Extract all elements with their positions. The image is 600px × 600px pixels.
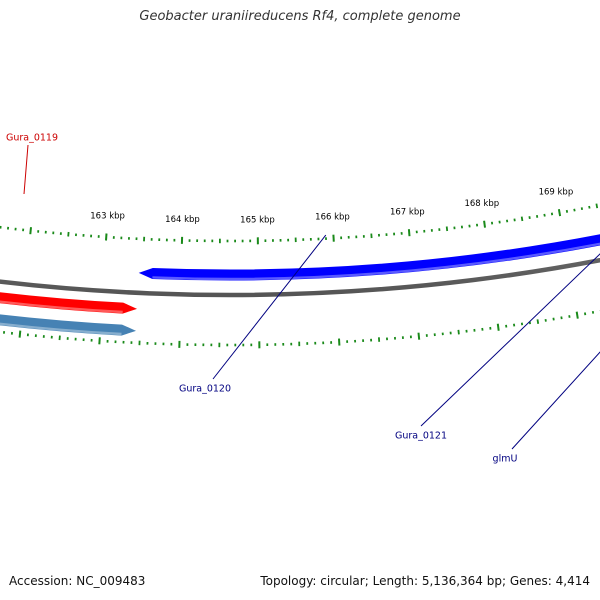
tick-label-166: 166 kbp	[315, 213, 350, 223]
gene-labels: Gura_0119 Gura_0120 Gura_0121 glmU	[6, 133, 518, 465]
gene-arrow-g3	[138, 234, 600, 281]
genome-title: Geobacter uraniireducens Rf4, complete g…	[139, 9, 461, 24]
outer-tick	[417, 332, 421, 340]
tick-label-167: 167 kbp	[390, 207, 425, 217]
genes-value: 4,414	[555, 574, 590, 588]
gene-highlight-g1	[0, 322, 122, 336]
leader-g2	[23, 144, 29, 195]
leader-g4	[420, 253, 600, 427]
gene-label-glmu[interactable]: glmU	[493, 454, 518, 465]
inner-tick	[407, 229, 411, 237]
gene-highlight-g3	[152, 242, 600, 281]
outer-tick-track	[3, 309, 600, 349]
inner-tick	[557, 209, 562, 217]
topology-label: Topology:	[260, 574, 317, 588]
gene-label-leaders	[23, 144, 600, 450]
tick-label-169: 169 kbp	[539, 188, 574, 198]
genome-summary: Topology: circular; Length: 5,136,364 bp…	[260, 574, 590, 588]
gene-track	[0, 234, 600, 336]
genes-label: Genes:	[509, 574, 552, 588]
inner-tick	[105, 233, 108, 241]
outer-tick	[457, 329, 460, 335]
inner-tick	[29, 227, 32, 235]
topology-value: circular	[320, 574, 365, 588]
length-value: 5,136,364 bp	[421, 574, 502, 588]
tick-label-163: 163 kbp	[90, 212, 125, 222]
gene-arrow-g2	[0, 292, 138, 314]
gene-arrow-g1	[0, 314, 137, 336]
accession-value: NC_009483	[76, 574, 146, 588]
length-label: Length:	[372, 574, 419, 588]
inner-tick	[483, 220, 486, 228]
outer-tick	[18, 330, 22, 338]
inner-tick	[445, 226, 449, 232]
outer-tick	[536, 319, 540, 324]
tick-label-168: 168 kbp	[464, 199, 499, 209]
inner-tick	[588, 205, 591, 209]
gene-label-gura_0121[interactable]: Gura_0121	[395, 431, 447, 442]
leader-g3	[212, 234, 327, 380]
inner-tick	[520, 216, 524, 222]
accession-label: Accession:	[9, 574, 73, 588]
gene-label-gura_0120[interactable]: Gura_0120	[179, 384, 231, 395]
outer-tick	[98, 337, 101, 345]
gene-highlight-g2	[0, 300, 123, 314]
gene-label-gura_0119[interactable]: Gura_0119	[6, 133, 58, 144]
outer-tick	[496, 323, 500, 331]
inner-tick	[565, 209, 569, 213]
leader-g6	[511, 351, 600, 450]
inner-tick	[543, 213, 546, 217]
inner-tick-track	[0, 203, 599, 245]
tick-label-164: 164 kbp	[165, 215, 200, 225]
outer-tick	[575, 311, 579, 319]
tick-label-165: 165 kbp	[240, 215, 275, 225]
inner-tick	[595, 203, 599, 209]
accession-info: Accession: NC_009483	[9, 574, 145, 588]
backbone-arc	[0, 257, 600, 298]
scale-tick-labels: 163 kbp 164 kbp 165 kbp 166 kbp 167 kbp 168 k…	[90, 188, 574, 226]
inner-tick	[573, 208, 576, 212]
genome-backbone	[0, 257, 600, 298]
